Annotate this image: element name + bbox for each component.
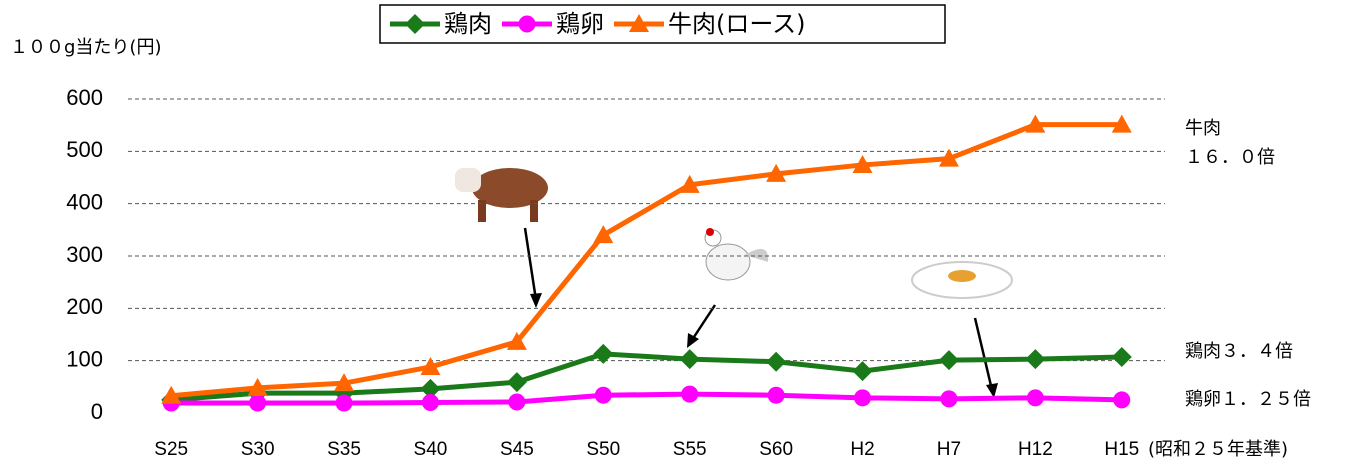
data-point bbox=[249, 395, 266, 412]
x-tick-label: S55 bbox=[673, 439, 707, 460]
chart: １００g当たり(円) (昭和２５年基準) 牛肉 １６．０倍 鶏肉３．４倍 鶏卵１… bbox=[0, 0, 1369, 471]
arrow-head bbox=[687, 333, 699, 348]
x-tick-label: S30 bbox=[241, 439, 275, 460]
annotation: 牛肉 bbox=[1185, 118, 1221, 139]
x-tick-label: S35 bbox=[327, 439, 361, 460]
legend-marker bbox=[519, 16, 536, 33]
arrow-head bbox=[530, 293, 542, 308]
x-tick-label: S50 bbox=[586, 439, 620, 460]
data-point bbox=[336, 395, 353, 412]
y-tick-label: 500 bbox=[66, 137, 103, 162]
arrow bbox=[692, 305, 715, 340]
data-point bbox=[1025, 349, 1045, 369]
x-tick-label: H15 bbox=[1104, 439, 1139, 460]
data-point bbox=[507, 372, 527, 392]
y-tick-label: 400 bbox=[66, 189, 103, 214]
cow-icon bbox=[455, 168, 548, 222]
x-tick-label: S60 bbox=[759, 439, 793, 460]
y-tick-label: 200 bbox=[66, 294, 103, 319]
annotation: 鶏肉３．４倍 bbox=[1185, 341, 1293, 362]
data-point bbox=[508, 394, 525, 411]
data-point bbox=[939, 350, 959, 370]
data-point bbox=[768, 387, 785, 404]
data-point bbox=[853, 361, 873, 381]
egg-icon bbox=[912, 262, 1012, 298]
x-tick-label: S45 bbox=[500, 439, 534, 460]
annotation: 鶏卵１．２５倍 bbox=[1185, 389, 1311, 410]
data-point bbox=[1113, 391, 1130, 408]
data-point bbox=[1027, 389, 1044, 406]
data-point bbox=[1112, 347, 1132, 367]
data-point bbox=[766, 352, 786, 372]
x-tick-label: S40 bbox=[414, 439, 448, 460]
data-point bbox=[680, 349, 700, 369]
data-point bbox=[595, 387, 612, 404]
annotation: １６．０倍 bbox=[1185, 147, 1275, 168]
y-axis-label: １００g当たり(円) bbox=[10, 37, 161, 58]
data-point bbox=[940, 390, 957, 407]
data-point bbox=[422, 394, 439, 411]
data-point bbox=[593, 225, 613, 243]
arrow bbox=[975, 318, 992, 390]
x-note: (昭和２５年基準) bbox=[1148, 439, 1288, 460]
arrow-head bbox=[986, 383, 998, 398]
x-tick-label: S25 bbox=[154, 439, 188, 460]
x-tick-label: H12 bbox=[1018, 439, 1053, 460]
legend-label: 牛肉(ロース) bbox=[668, 10, 806, 38]
legend-label: 鶏肉 bbox=[444, 10, 492, 38]
chicken-icon bbox=[705, 228, 768, 280]
data-point bbox=[854, 389, 871, 406]
y-tick-label: 600 bbox=[66, 85, 103, 110]
data-point bbox=[593, 344, 613, 364]
y-tick-label: 300 bbox=[66, 242, 103, 267]
arrow bbox=[525, 228, 536, 300]
data-point bbox=[681, 386, 698, 403]
x-tick-label: H7 bbox=[937, 439, 961, 460]
legend-label: 鶏卵 bbox=[556, 10, 604, 38]
x-tick-label: H2 bbox=[850, 439, 874, 460]
y-tick-label: 100 bbox=[66, 346, 103, 371]
y-tick-label: 0 bbox=[91, 399, 103, 424]
